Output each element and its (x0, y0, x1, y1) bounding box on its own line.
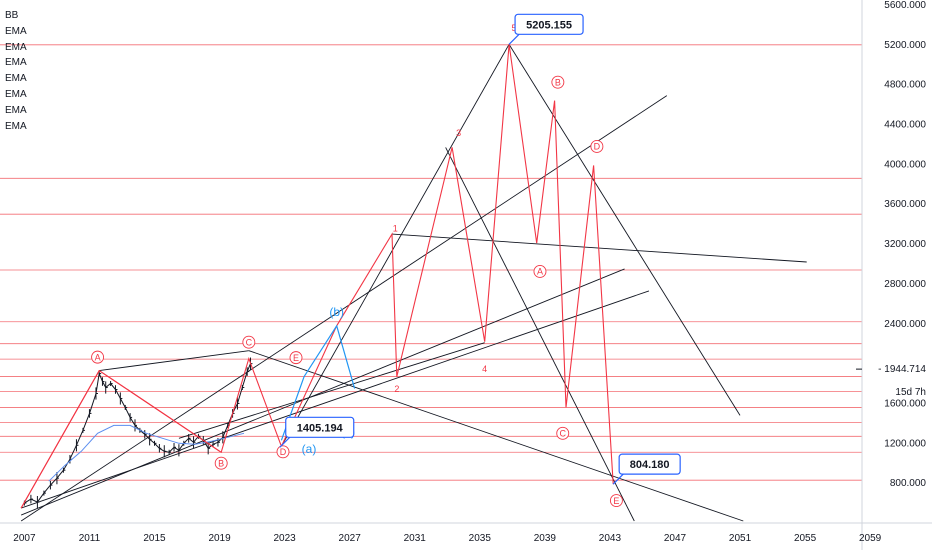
callout-box (514, 13, 584, 35)
trendlines (20, 44, 807, 522)
price-tick-label: 1600.000 (884, 398, 926, 409)
time-tick-label: 2051 (729, 533, 752, 544)
trendline (280, 44, 510, 447)
price-callouts: 5205.155 1405.194 804.180 (279, 13, 681, 485)
wave-label: E (293, 353, 299, 363)
callout-box (285, 416, 355, 438)
time-tick-label: 2055 (794, 533, 817, 544)
price-tick-label: 5200.000 (884, 40, 926, 51)
wave-label-circle (91, 350, 105, 364)
trendline (508, 44, 741, 416)
wave-label: A (95, 352, 101, 362)
time-tick-label: 2027 (339, 533, 362, 544)
time-tick-label: 2043 (599, 533, 622, 544)
wave-label: 2 (394, 384, 399, 394)
wave-label-circle (590, 139, 604, 153)
ema-series-line (48, 424, 245, 482)
wave-label: E (613, 496, 619, 506)
wave-label: D (280, 447, 287, 457)
price-tick-label: 2800.000 (884, 279, 926, 290)
wave-label-circle (533, 265, 547, 278)
price-tick-label: 5600.000 (884, 0, 926, 11)
legend-ema-3[interactable]: EMA (5, 57, 27, 69)
legend-ema-2[interactable]: EMA (5, 41, 27, 53)
price-axis-bg (862, 0, 932, 550)
wave-label: C (559, 429, 566, 439)
callout-pointer (508, 33, 520, 45)
wave-label: D (594, 142, 601, 152)
legend-ema-6[interactable]: EMA (5, 104, 27, 116)
legend-ema-5[interactable]: EMA (5, 88, 27, 100)
series-group (20, 44, 614, 509)
time-tick-label: 2031 (404, 533, 427, 544)
trendline (20, 290, 650, 509)
wave-label-circle (289, 351, 303, 365)
wave-label: (a) (302, 442, 317, 456)
wave-series-line (20, 44, 614, 509)
callout-text: 804.180 (630, 459, 670, 471)
horizontal-levels (0, 44, 862, 481)
time-tick-label: 2035 (469, 533, 492, 544)
trendline (99, 350, 249, 372)
time-axis-bg (0, 523, 932, 550)
callout-box (618, 453, 681, 475)
wave-label: 5 (511, 23, 516, 33)
wave-label-circle (551, 75, 565, 89)
price-tick-label: 4800.000 (884, 80, 926, 91)
legend-ema-4[interactable]: EMA (5, 73, 27, 85)
wave-label-circle (214, 456, 228, 470)
time-tick-label: 2047 (664, 533, 687, 544)
callout-pointer (612, 473, 624, 485)
price-tick-label: 4000.000 (884, 159, 926, 170)
trendline (248, 350, 744, 522)
wave-label: C (246, 337, 253, 347)
legend-ema-1[interactable]: EMA (5, 25, 27, 37)
wave-label: 3 (456, 128, 461, 138)
trendline (20, 95, 668, 522)
wave-series-line (20, 369, 222, 509)
wave-label: A (537, 267, 543, 277)
price-tick-label: 800.000 (890, 478, 927, 489)
trendline (391, 233, 807, 263)
wave-label-circle (556, 426, 570, 440)
time-tick-label: 2039 (534, 533, 557, 544)
price-tick-label: 2400.000 (884, 319, 926, 330)
wave-label: B (555, 77, 561, 87)
time-tick-label: 2019 (208, 533, 231, 544)
wave-label: 1 (393, 224, 398, 234)
last-price-label: - 1944.714 (878, 364, 926, 375)
wave-label-circle (276, 445, 290, 459)
time-tick-label: 2007 (13, 533, 36, 544)
time-tick-label: 2023 (273, 533, 296, 544)
trendline (445, 147, 635, 522)
time-tick-label: 2015 (143, 533, 166, 544)
countdown-label: 15d 7h (895, 387, 926, 398)
time-tick-label: 2011 (79, 533, 101, 544)
legend-bb[interactable]: BB (5, 10, 19, 21)
price-tick-label: 3600.000 (884, 199, 926, 210)
time-tick-label: 2059 (859, 533, 882, 544)
wave-label: B (218, 458, 224, 468)
price-tick-label: 1200.000 (884, 438, 926, 449)
price-tick-label: 3200.000 (884, 239, 926, 250)
corrective-series-line (280, 324, 356, 441)
legend-ema-7[interactable]: EMA (5, 120, 27, 132)
wave-label-circle (609, 494, 623, 508)
wave-label: (b) (329, 305, 344, 319)
wave-label-circle (242, 335, 256, 349)
callout-pointer (279, 436, 291, 448)
indicator-legend: BB EMA EMA EMA EMA EMA EMA EMA (5, 8, 27, 134)
callout-text: 5205.155 (526, 19, 572, 31)
price-series-line (24, 363, 251, 504)
wave-label: 4 (482, 364, 487, 374)
trendline (20, 268, 625, 516)
price-tick-label: 4400.000 (884, 120, 926, 131)
callout-text: 1405.194 (297, 422, 344, 434)
